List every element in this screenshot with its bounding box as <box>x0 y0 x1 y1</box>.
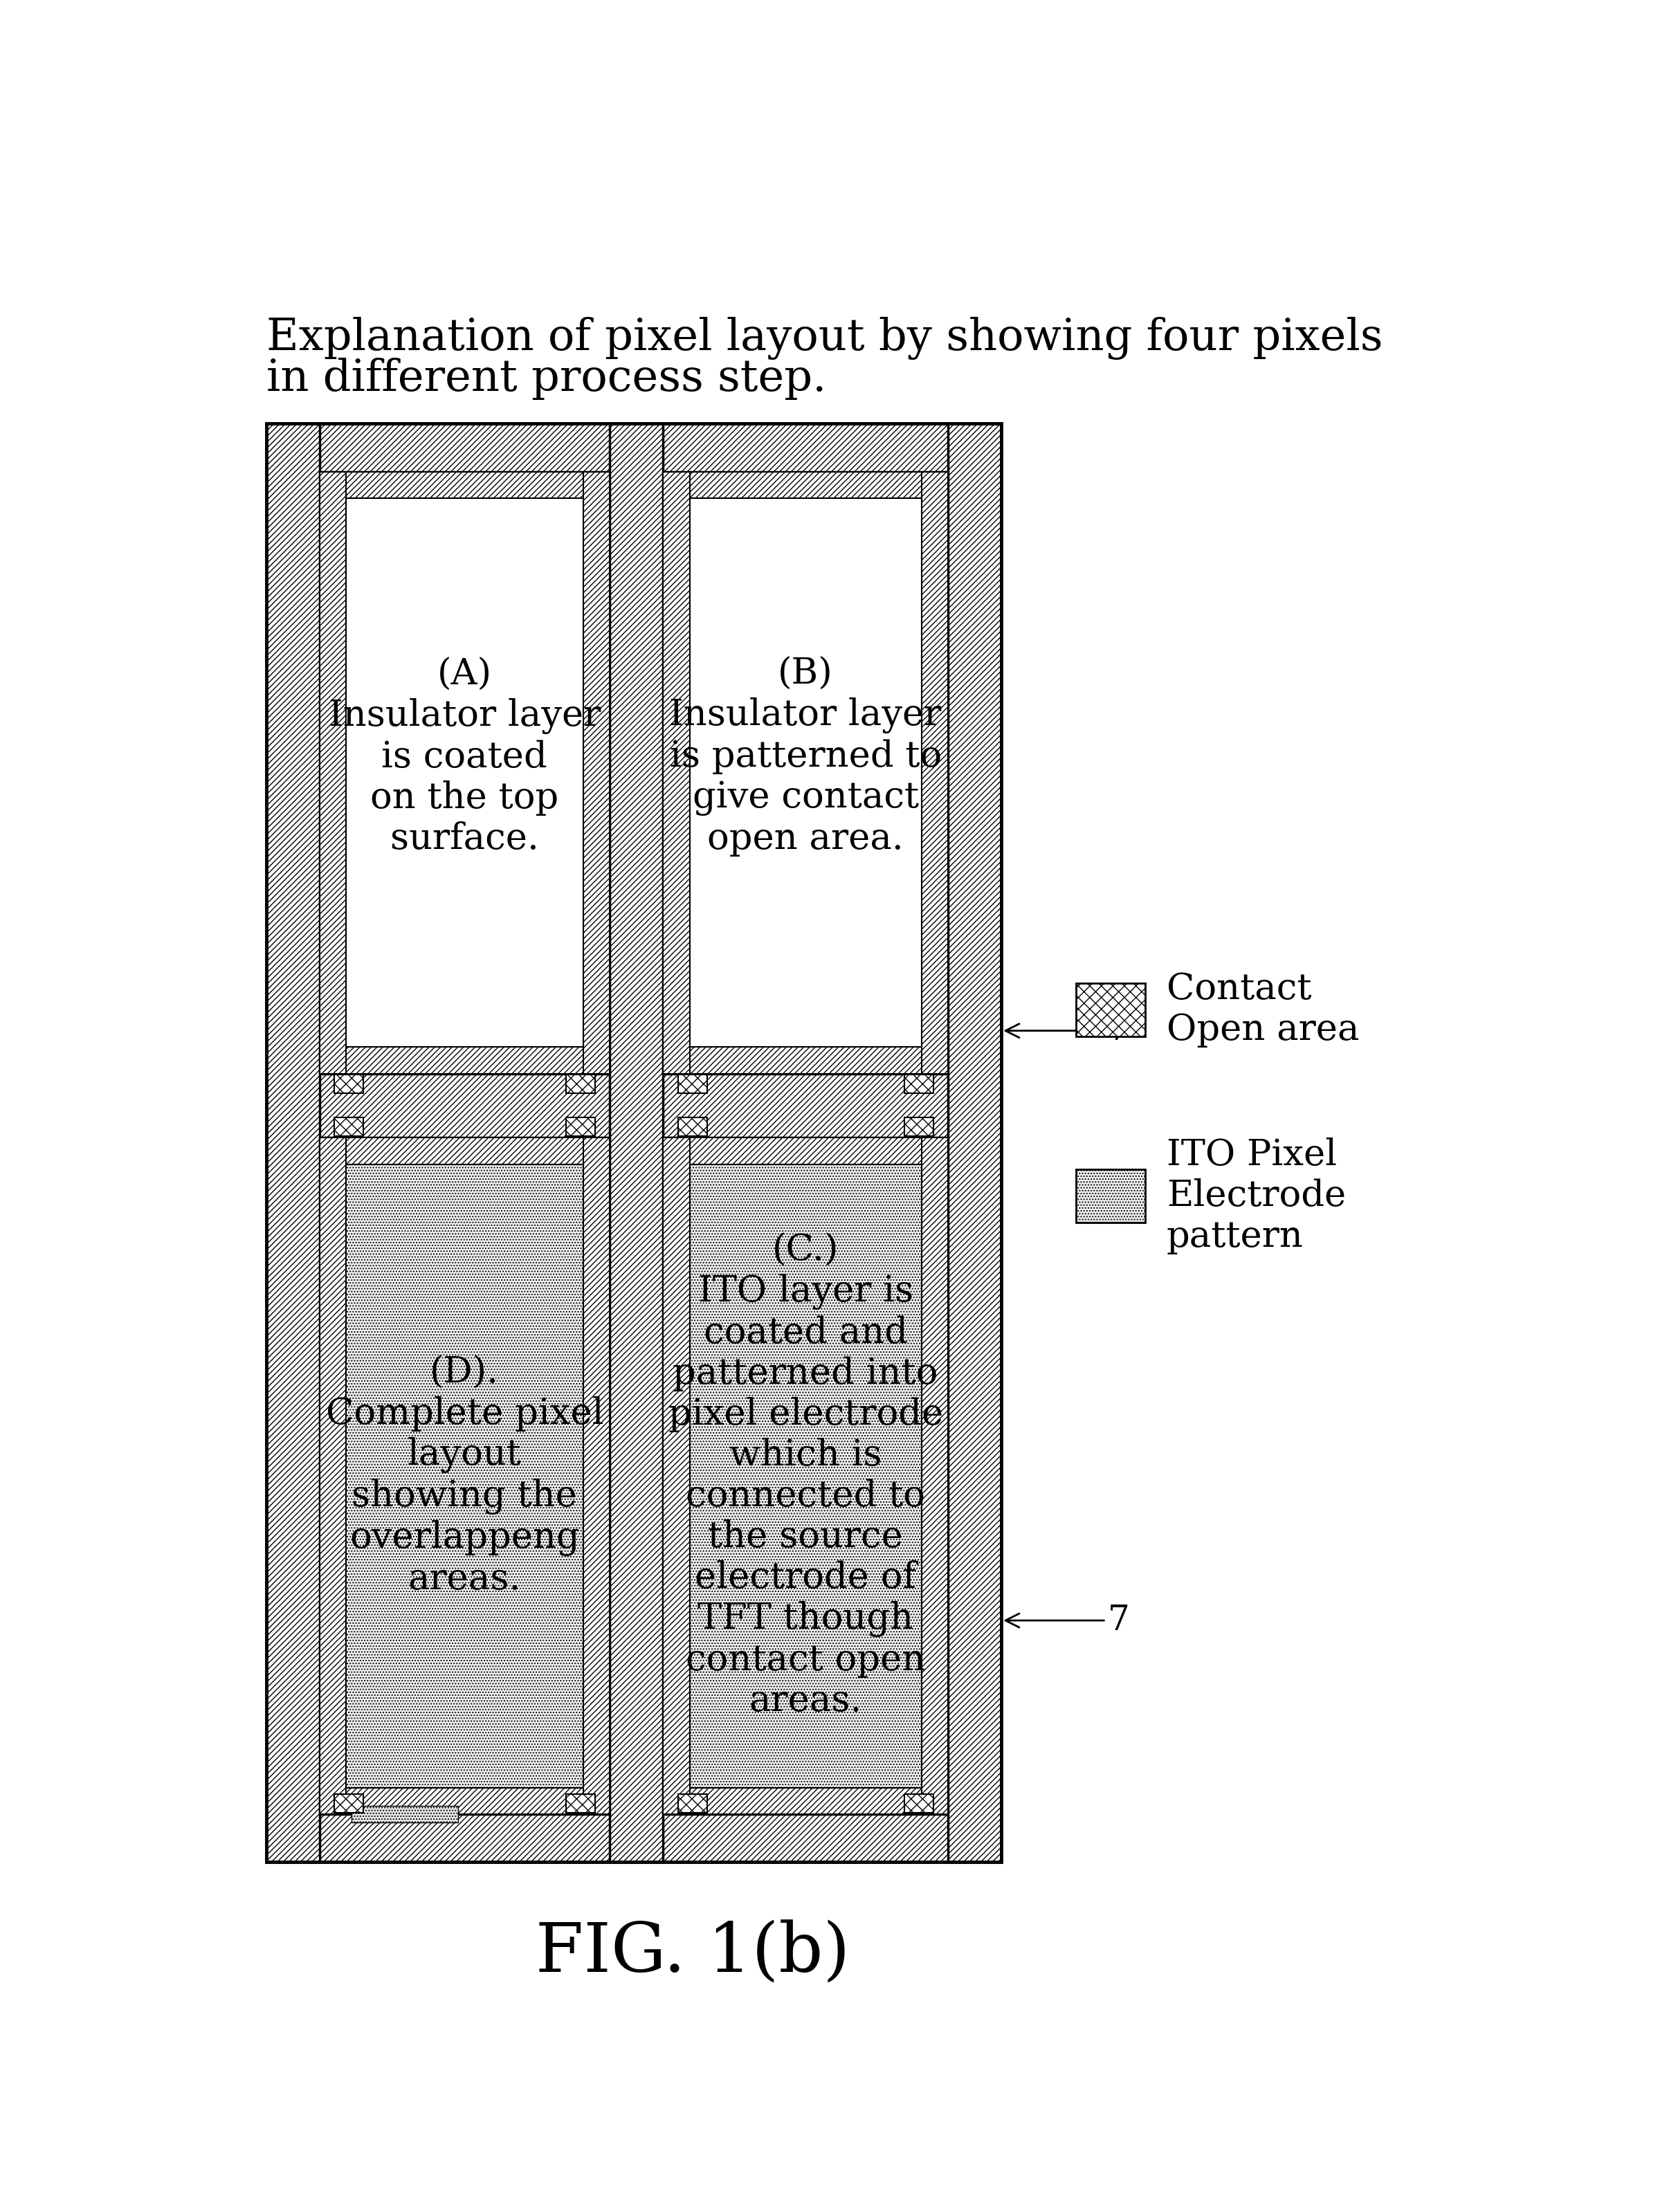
Bar <box>566 1075 596 1093</box>
Bar <box>921 1137 948 1814</box>
Bar <box>319 471 609 498</box>
Bar <box>663 471 689 1073</box>
Bar <box>663 1137 948 1814</box>
Bar <box>352 1807 457 1823</box>
Bar <box>663 1137 689 1814</box>
Text: (C.)
ITO layer is
coated and
patterned into
pixel electrode
which is
connected t: (C.) ITO layer is coated and patterned i… <box>668 1232 943 1719</box>
Bar <box>265 425 319 1863</box>
Bar <box>663 1046 948 1073</box>
Text: Contact
Open area: Contact Open area <box>1167 971 1359 1048</box>
Bar <box>905 1117 933 1137</box>
Bar <box>689 498 921 1046</box>
Bar <box>566 1794 596 1812</box>
Bar <box>689 1164 921 1787</box>
Bar <box>319 1137 609 1814</box>
Bar <box>566 1117 596 1137</box>
Bar <box>319 1137 345 1814</box>
Bar <box>1077 982 1145 1037</box>
Bar <box>609 425 663 1863</box>
Text: FIG. 1(b): FIG. 1(b) <box>536 1920 850 1986</box>
Bar <box>319 471 609 1073</box>
Bar <box>663 471 948 1073</box>
Bar <box>319 471 345 1073</box>
Text: 7: 7 <box>1005 1604 1130 1637</box>
Bar <box>319 1137 609 1164</box>
Bar <box>265 1814 1001 1863</box>
Text: (B)
Insulator layer
is patterned to
give contact
open area.: (B) Insulator layer is patterned to give… <box>669 657 941 856</box>
Text: ITO Pixel
Electrode
pattern: ITO Pixel Electrode pattern <box>1167 1137 1345 1254</box>
Bar <box>319 1046 609 1073</box>
Bar <box>582 471 609 1073</box>
Bar <box>334 1117 364 1137</box>
Bar <box>663 1137 948 1164</box>
Bar <box>663 471 948 498</box>
Bar <box>921 471 948 1073</box>
Bar <box>265 425 1001 1863</box>
Bar <box>334 1075 364 1093</box>
Bar <box>265 425 1001 471</box>
Bar <box>678 1794 708 1812</box>
Bar <box>678 1117 708 1137</box>
Text: in different process step.: in different process step. <box>265 358 826 400</box>
Bar <box>678 1075 708 1093</box>
Bar <box>319 1787 609 1814</box>
Bar <box>948 425 1001 1863</box>
Bar <box>1077 1170 1145 1223</box>
Text: Explanation of pixel layout by showing four pixels: Explanation of pixel layout by showing f… <box>265 316 1382 361</box>
Text: (D).
Complete pixel
layout
showing the
overlappeng
areas.: (D). Complete pixel layout showing the o… <box>325 1356 604 1597</box>
Bar <box>334 1794 364 1812</box>
Bar <box>345 1164 582 1787</box>
Bar <box>582 1137 609 1814</box>
Text: 7: 7 <box>1005 1013 1130 1048</box>
Bar <box>345 498 582 1046</box>
Bar <box>905 1794 933 1812</box>
Text: (A)
Insulator layer
is coated
on the top
surface.: (A) Insulator layer is coated on the top… <box>329 657 601 856</box>
Bar <box>265 1073 1001 1137</box>
Bar <box>663 1787 948 1814</box>
Bar <box>905 1075 933 1093</box>
